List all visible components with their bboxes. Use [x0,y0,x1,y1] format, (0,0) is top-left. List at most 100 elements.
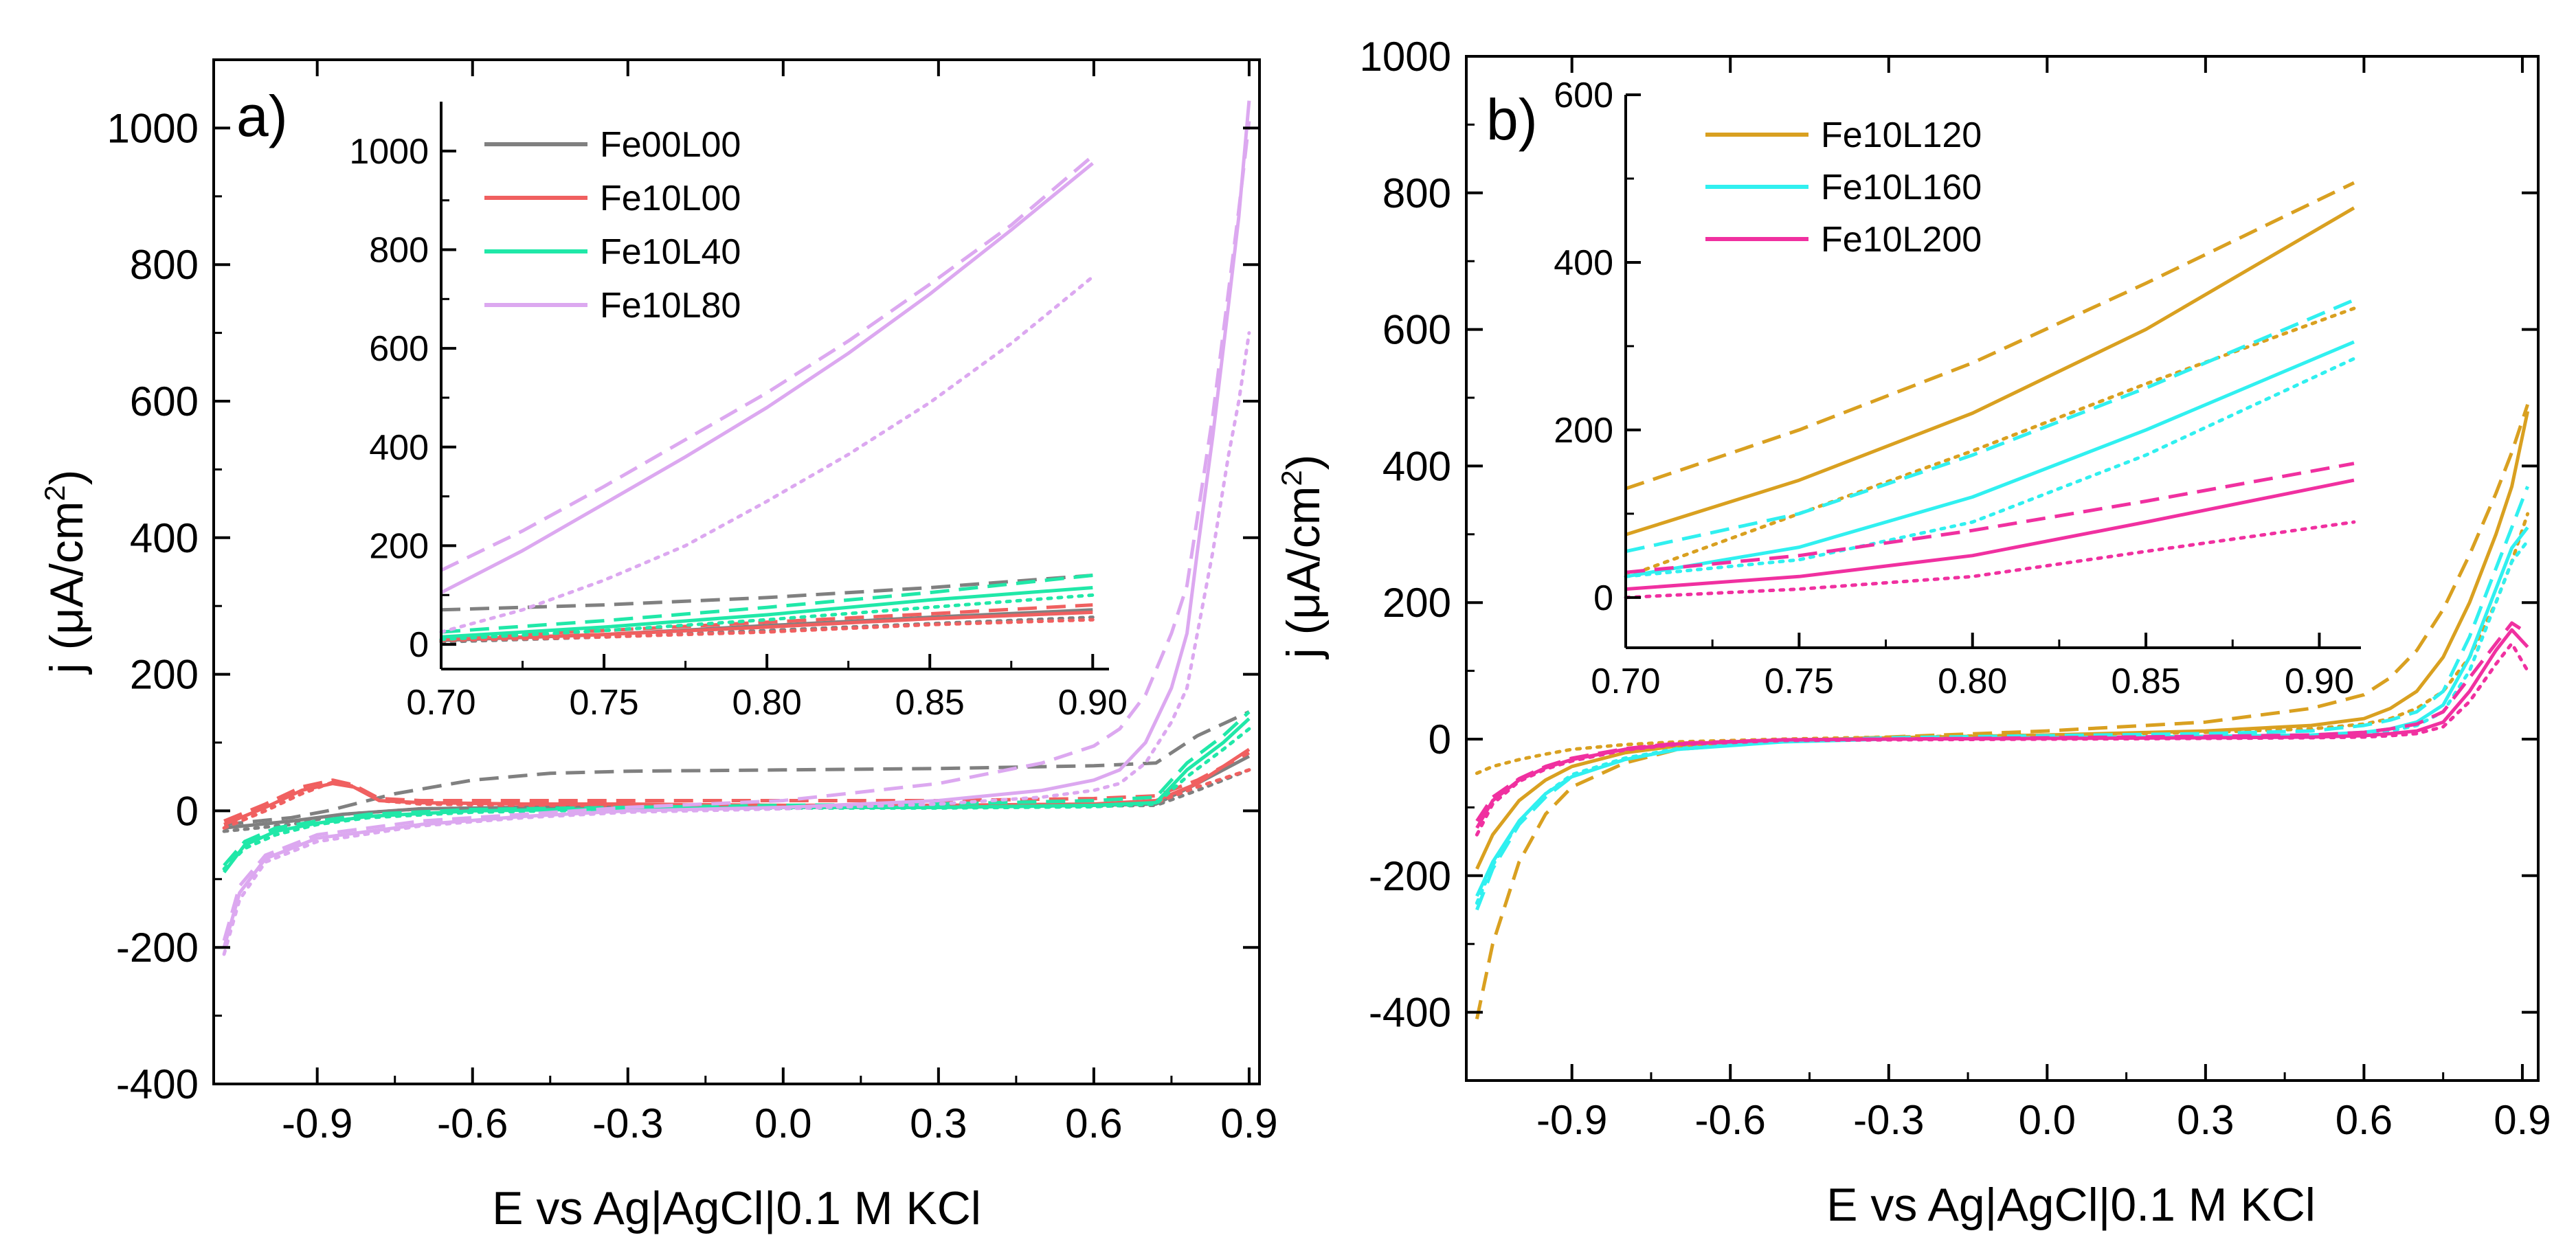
panel-a-main-series-fe10l80-dashed [222,121,1251,941]
panel-a: -0.9 -0.6 -0.3 0.0 0.3 0.6 0.9 -400 -200 0 200 400 6… [38,58,1278,1234]
panel-a-y-tick-label: -200 [116,925,199,971]
panel-b-inset-x-tick-label: 0.70 [1591,662,1660,701]
panel-b-y-tick-label: -400 [1369,990,1451,1036]
panel-b-inset-ticks: 0.70 0.75 0.80 0.85 0.90 0 200 400 600 [1554,76,2354,701]
panel-b-inset-series-layer [1624,181,2356,600]
panel-a-x-tick-label: 0.0 [754,1100,811,1146]
panel-b-y-title-unit: A/cm [1277,486,1330,593]
panel-a-main-series-fe10l80-dotted [222,331,1251,956]
panel-a-main-series-fe00l00-dashed [223,710,1250,826]
panel-a-inset-y-tick-label: 0 [409,625,429,665]
panel-b-inset-x-tick-label: 0.90 [2285,662,2354,701]
panel-b-x-tick-label: -0.9 [1536,1097,1607,1143]
panel-b-inset-y-tick-label: 600 [1554,76,1613,115]
panel-b-inset-series-fe10l200-solid [1625,478,2355,591]
panel-b-y-tick-label: 0 [1429,716,1451,762]
panel-a-x-tick-label: -0.9 [282,1100,352,1146]
panel-a-y-title-prefix: j ( [41,634,93,675]
panel-a-x-tick-label: -0.3 [592,1100,663,1146]
panel-b-y-title-exp: 2 [1275,470,1308,486]
panel-b-x-tick-label: 0.3 [2177,1097,2234,1143]
panel-a-label: a) [236,84,288,148]
panel-a-legend-label: Fe10L80 [600,286,741,326]
panel-a-legend-label: Fe10L40 [600,232,741,272]
panel-b-series-layer [1475,404,2530,1020]
panel-b-y-tick-label: 800 [1382,170,1451,216]
panel-b-inset-series-fe10l120-solid [1625,206,2355,536]
panel-b-legend-label: Fe10L120 [1821,115,1982,155]
panel-a-inset-series-fe10l40-dashed [440,574,1093,634]
panel-b-x-tick-label: -0.3 [1853,1097,1924,1143]
panel-a-y-tick-label: 600 [130,378,199,425]
panel-a-inset-series-fe10l00-dashed [440,603,1093,639]
panel-a-inset-x-tick-label: 0.80 [732,683,802,723]
panel-b-main-series-fe10l120-dashed [1475,404,2529,1020]
panel-b-y-title-mu: μ [1277,593,1330,620]
panel-a-x-tick-label: 0.3 [910,1100,967,1146]
panel-a-y-axis-title: j (μA/cm2) [38,470,93,675]
panel-a-legend-label: Fe10L00 [600,179,741,218]
panel-b-inset-series-fe10l120-dashed [1625,181,2355,490]
panel-b-y-tick-label: 600 [1382,307,1451,353]
panel-b-y-title-prefix: j ( [1277,619,1330,659]
panel-b-y-title-close: ) [1277,455,1330,471]
panel-a-inset-ticks: 0.70 0.75 0.80 0.85 0.90 0 200 400 600 800 1000 [349,132,1128,723]
panel-a-inset-x-tick-label: 0.90 [1058,683,1128,723]
panel-a-x-axis-title: E vs Ag|AgCl|0.1 M KCl [492,1182,981,1234]
panel-b-inset-series-fe10l160-dotted [1624,357,2356,578]
panel-b-ticks: -0.9 -0.6 -0.3 0.0 0.3 0.6 0.9 -400 -200 0 200 400 6… [1360,34,2551,1143]
panel-a-inset-series-fe00l00-dashed [440,574,1093,612]
panel-b-inset-x-tick-label: 0.85 [2111,662,2180,701]
panel-a-legend-label: Fe00L00 [600,125,741,165]
panel-a-y-tick-label: 400 [130,515,199,561]
panel-a-inset-y-tick-label: 600 [369,329,429,369]
panel-a-inset-x-tick-label: 0.70 [406,683,475,723]
panel-a-main-series-fe10l00-solid [223,747,1251,826]
panel-b-y-tick-label: 1000 [1360,34,1451,80]
panel-b-x-tick-label: 0.6 [2336,1097,2393,1143]
panel-a-inset-series-fe10l00-solid [440,610,1093,642]
panel-a-inset: 0.70 0.75 0.80 0.85 0.90 0 200 400 600 800 1000 Fe… [349,102,1128,723]
panel-a-y-tick-label: 800 [130,242,199,288]
panel-b-main-series-fe10l160-dashed [1475,486,2529,911]
panel-a-y-title-mu: μ [41,608,93,635]
panel-a-y-tick-label: -400 [116,1061,199,1107]
panel-a-series-layer [222,100,1251,956]
panel-b-inset-y-tick-label: 0 [1593,578,1613,618]
panel-b-inset-background [1626,95,2361,648]
panel-a-inset-series-fe10l40-solid [440,586,1093,639]
panel-a-inset-series-fe10l80-solid [440,161,1094,594]
panel-a-y-tick-label: 1000 [107,105,199,151]
panel-b-legend: Fe10L120 Fe10L160 Fe10L200 [1705,115,1982,260]
panel-b-legend-label: Fe10L160 [1821,168,1982,207]
panel-a-x-tick-label: -0.6 [437,1100,508,1146]
panel-a-inset-y-tick-label: 200 [369,526,429,566]
panel-b-y-tick-label: 400 [1382,443,1451,489]
panel-b: -0.9 -0.6 -0.3 0.0 0.3 0.6 0.9 -400 -200 0 200 400 6… [1275,34,2551,1231]
panel-b-inset-x-tick-label: 0.80 [1938,662,2007,701]
panel-b-inset-y-tick-label: 400 [1554,243,1613,283]
panel-a-inset-y-tick-label: 1000 [349,132,429,172]
panel-b-x-axis-title: E vs Ag|AgCl|0.1 M KCl [1826,1179,2316,1231]
panel-a-ticks: -0.9 -0.6 -0.3 0.0 0.3 0.6 0.9 -400 -200 0 200 400 6… [107,60,1278,1146]
panel-b-inset-series-fe10l200-dashed [1625,462,2355,574]
panel-a-inset-x-tick-label: 0.85 [895,683,965,723]
panel-b-inset-x-tick-label: 0.75 [1765,662,1834,701]
panel-a-y-title-exp: 2 [38,485,71,501]
panel-a-y-title-unit: A/cm [41,501,93,608]
panel-b-y-tick-label: 200 [1382,580,1451,626]
panel-a-plot-frame [212,58,1261,1085]
panel-b-label: b) [1486,87,1538,152]
panel-a-x-tick-label: 0.6 [1065,1100,1122,1146]
panel-b-main-series-fe10l200-solid [1475,628,2529,829]
panel-b-inset-series-fe10l160-solid [1625,340,2355,578]
panel-a-inset-y-tick-label: 400 [369,428,429,468]
panel-a-y-title-close: ) [41,470,93,486]
panel-b-plot-frame [1465,55,2540,1082]
panel-b-inset-series-fe10l200-dotted [1624,520,2356,600]
panel-b-y-axis-title: j (μA/cm2) [1275,455,1330,660]
panel-a-y-tick-label: 200 [130,652,199,698]
panel-b-inset-series-fe10l160-dashed [1625,298,2355,554]
panel-a-inset-series-fe10l80-dashed [440,155,1094,572]
